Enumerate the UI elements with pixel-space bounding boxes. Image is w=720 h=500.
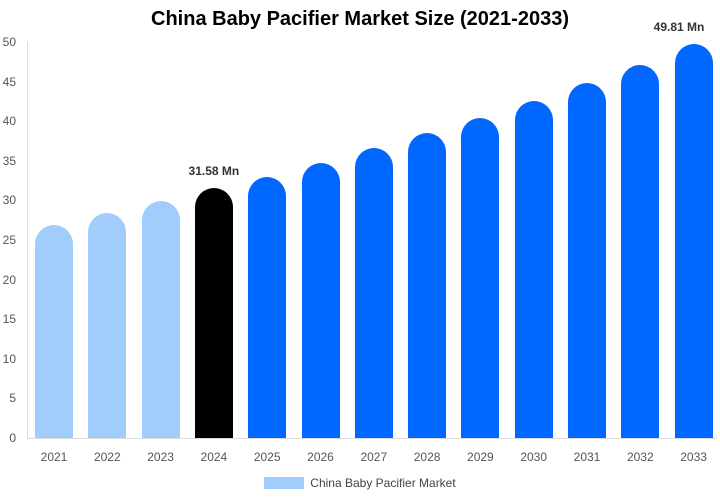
y-tick-label: 35 (2, 153, 16, 168)
x-tick-label: 2023 (147, 450, 174, 464)
y-tick-label: 5 (9, 391, 16, 406)
bar-2028[interactable] (408, 133, 447, 438)
data-label-2033: 49.81 Mn (653, 19, 705, 34)
x-axis-line (27, 438, 717, 439)
chart-title: China Baby Pacifier Market Size (2021-20… (151, 8, 569, 30)
y-tick-label: 45 (2, 74, 16, 89)
y-tick-label: 15 (2, 312, 16, 327)
y-tick-label: 10 (2, 351, 16, 366)
y-tick-label: 30 (2, 193, 16, 208)
y-tick-label: 25 (2, 233, 16, 247)
bar-2022[interactable] (88, 213, 127, 438)
legend-label: China Baby Pacifier Market (310, 476, 456, 490)
x-tick-label: 2029 (467, 450, 494, 464)
x-tick-label: 2025 (253, 450, 281, 464)
bar-2025[interactable] (248, 176, 287, 438)
bar-2029[interactable] (461, 118, 500, 438)
bar-2033[interactable] (674, 43, 713, 438)
y-tick-label: 50 (2, 35, 16, 49)
x-tick-label: 2028 (413, 450, 441, 464)
bar-2026[interactable] (301, 163, 340, 438)
bar-2021[interactable] (35, 224, 73, 438)
y-tick-label: 0 (9, 431, 16, 445)
y-tick-label: 40 (2, 114, 16, 129)
data-label-2024: 31.58 Mn (188, 163, 240, 178)
x-tick-label: 2030 (520, 450, 548, 464)
bar-2032[interactable] (621, 64, 660, 438)
bar-2030[interactable] (514, 101, 553, 438)
x-tick-label: 2026 (307, 450, 334, 464)
bar-2023[interactable] (141, 201, 180, 438)
legend-swatch (264, 477, 305, 489)
x-tick-label: 2021 (40, 450, 68, 464)
y-tick-label: 20 (2, 272, 16, 287)
x-tick-label: 2032 (626, 450, 654, 464)
x-tick-label: 2027 (360, 450, 388, 464)
x-tick-label: 2022 (93, 450, 121, 464)
legend[interactable]: China Baby Pacifier Market (0, 476, 720, 490)
bar-2024[interactable] (194, 187, 233, 438)
bar-2027[interactable] (354, 148, 393, 438)
x-tick-label: 2031 (573, 450, 601, 464)
y-axis-line (27, 42, 28, 439)
x-tick-label: 2033 (680, 450, 707, 464)
x-tick-label: 2024 (200, 450, 228, 464)
bar-2031[interactable] (568, 83, 606, 438)
